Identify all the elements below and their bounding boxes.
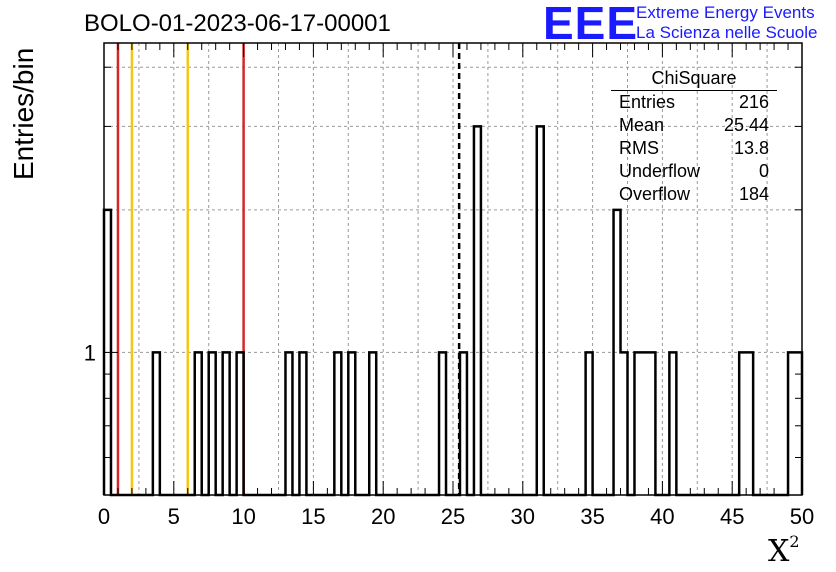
stats-value: 216 xyxy=(738,92,769,112)
x-tick-label: 20 xyxy=(371,504,395,529)
x-axis-symbol: X xyxy=(768,534,790,569)
stats-row-rms: RMS 13.8 xyxy=(611,137,777,160)
x-tick-label: 10 xyxy=(231,504,255,529)
stats-key: Mean xyxy=(619,115,665,135)
stats-box: ChiSquare Entries 216 Mean 25.44 RMS 13.8 U… xyxy=(611,66,777,206)
stats-value: 25.44 xyxy=(723,115,769,135)
chart-title: BOLO-01-2023-06-17-00001 xyxy=(84,10,391,37)
x-axis-label: X2 xyxy=(768,532,800,569)
reference-lines-layer xyxy=(116,43,461,495)
histogram-outline xyxy=(102,125,804,497)
histogram-bin xyxy=(641,352,648,495)
logo-line-2: La Scienza nelle Scuole xyxy=(636,23,818,42)
stats-key: RMS xyxy=(619,138,659,158)
x-tick-label: 40 xyxy=(650,504,674,529)
stats-row-entries: Entries 216 xyxy=(611,91,777,114)
x-tick-label: 50 xyxy=(790,504,814,529)
x-tick-label: 35 xyxy=(580,504,604,529)
stats-value: 184 xyxy=(738,184,769,204)
eee-logo: EEE xyxy=(543,0,639,49)
x-tick-label: 30 xyxy=(511,504,535,529)
y-axis-label: Entries/bin xyxy=(8,47,39,180)
logo-line-1: Extreme Energy Events xyxy=(636,3,815,22)
stats-row-underflow: Underflow 0 xyxy=(611,160,777,183)
x-tick-label: 0 xyxy=(98,504,110,529)
stats-key: Underflow xyxy=(619,161,701,181)
stats-key: Overflow xyxy=(619,184,691,204)
stats-key: Entries xyxy=(619,92,676,112)
axes-layer: 0 5 10 15 20 25 30 35 40 45 50 1 xyxy=(84,42,814,529)
stats-row-overflow: Overflow 184 xyxy=(611,183,777,206)
stats-value: 0 xyxy=(758,161,769,181)
x-tick-label: 15 xyxy=(301,504,325,529)
x-axis-superscript: 2 xyxy=(789,532,800,551)
grid-layer xyxy=(104,43,802,495)
y-tick-label: 1 xyxy=(84,340,96,365)
x-tick-label: 25 xyxy=(441,504,465,529)
x-tick-label: 5 xyxy=(168,504,180,529)
stats-name: ChiSquare xyxy=(611,66,777,91)
stats-row-mean: Mean 25.44 xyxy=(611,114,777,137)
stats-value: 13.8 xyxy=(733,138,769,158)
x-tick-label: 45 xyxy=(720,504,744,529)
